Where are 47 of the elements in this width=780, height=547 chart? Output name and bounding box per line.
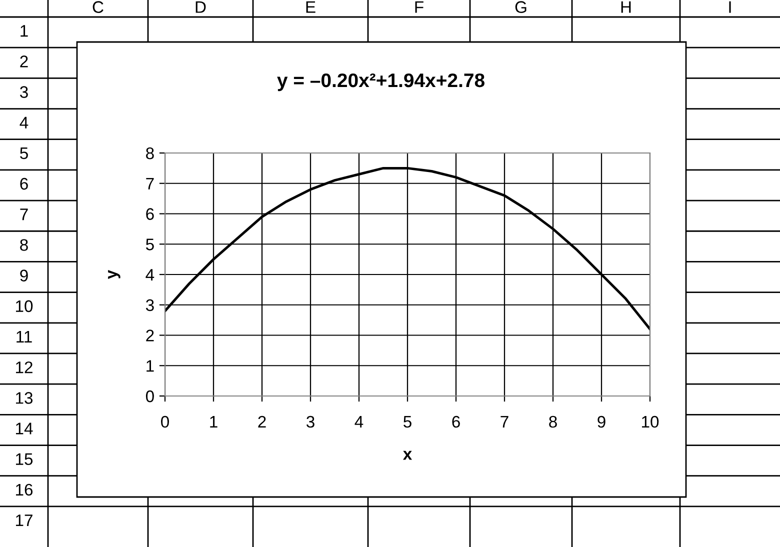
x-tick-label: 7 xyxy=(500,416,508,428)
x-tick-label: 9 xyxy=(598,416,606,428)
text: 5 xyxy=(20,148,28,160)
y-tick-label: 7 xyxy=(146,178,154,190)
text: 12 xyxy=(16,361,32,374)
y-tick-label: 5 xyxy=(146,238,154,250)
y-tick-label: 6 xyxy=(146,208,154,220)
y-tick-label: 4 xyxy=(146,269,154,281)
text: D xyxy=(196,1,206,13)
text: 1 xyxy=(20,25,28,37)
y-tick-label: 8 xyxy=(146,147,154,160)
text: 3 xyxy=(20,86,28,98)
y-tick-label: 0 xyxy=(146,390,154,402)
text: 10 xyxy=(16,300,33,312)
x-tick-label: 8 xyxy=(549,416,557,428)
text: 15 xyxy=(16,453,33,466)
text: 14 xyxy=(16,422,33,434)
text: C xyxy=(92,1,104,13)
text: F xyxy=(415,1,424,13)
y-axis-title: y xyxy=(108,270,120,280)
x-tick-label: 3 xyxy=(306,416,314,428)
x-tick-label: 0 xyxy=(161,416,169,428)
x-tick-label: 1 xyxy=(210,416,218,428)
x-tick-label: 6 xyxy=(452,416,460,428)
text: 6 xyxy=(20,178,28,190)
text: H xyxy=(621,1,631,13)
x-axis-title: x xyxy=(402,450,412,460)
text: 16 xyxy=(16,484,33,496)
chart-title: y = –0.20x²+1.94x+2.78 xyxy=(277,73,484,92)
y-tick-label: 1 xyxy=(146,360,154,372)
text: E xyxy=(306,1,316,13)
text: 7 xyxy=(20,208,28,220)
text: 8 xyxy=(20,239,28,251)
x-tick-label: 5 xyxy=(404,416,412,428)
text: 11 xyxy=(16,331,32,343)
text: I xyxy=(729,1,731,13)
text: 4 xyxy=(20,116,28,128)
y-tick-label: 3 xyxy=(146,299,154,312)
text: 9 xyxy=(20,270,28,282)
text: 2 xyxy=(20,56,28,68)
x-tick-label: 10 xyxy=(642,416,659,428)
x-tick-label: 4 xyxy=(354,416,364,428)
x-tick-label: 2 xyxy=(258,416,266,428)
y-tick-label: 2 xyxy=(146,330,154,342)
text: 17 xyxy=(16,514,32,526)
text: G xyxy=(515,1,526,13)
text: 13 xyxy=(16,392,33,404)
